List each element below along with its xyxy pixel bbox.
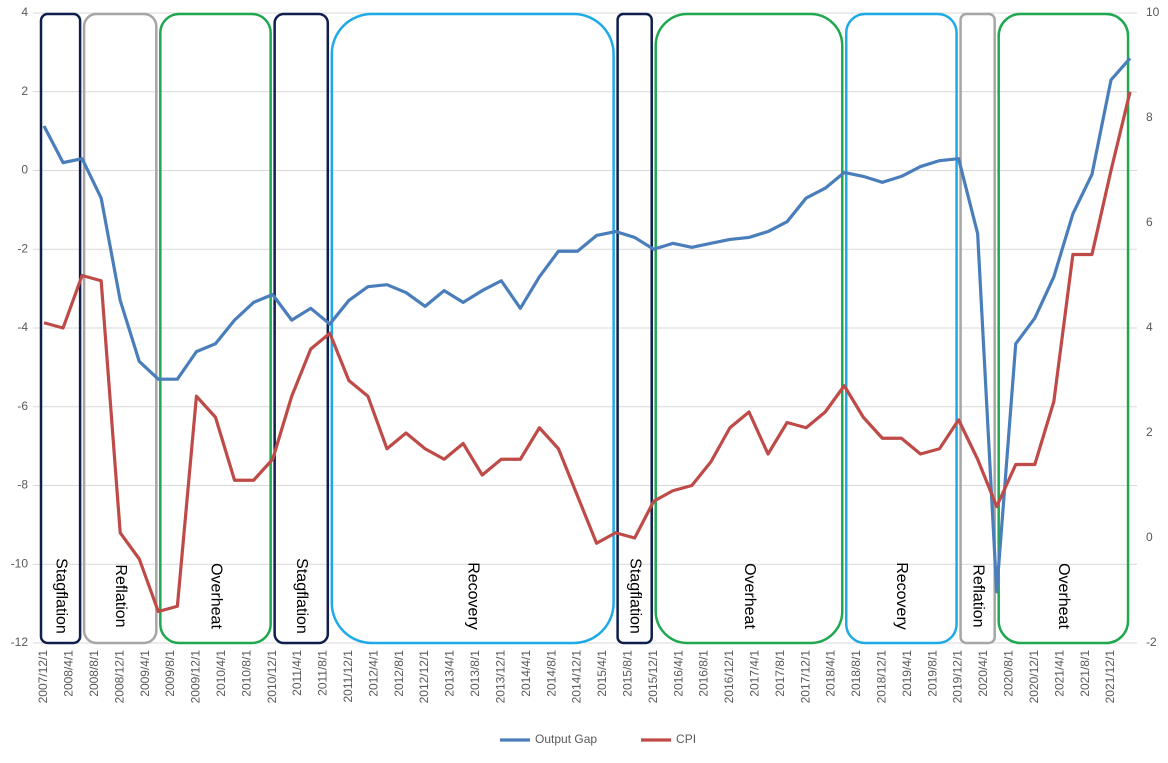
y-tick-label: -2 bbox=[17, 241, 28, 255]
x-tick-label: 2013/4/1 bbox=[443, 650, 457, 697]
x-tick-label: 2010/8/1 bbox=[239, 650, 253, 697]
x-tick-label: 2009/12/1 bbox=[189, 650, 203, 704]
x-tick-label: 2009/4/1 bbox=[138, 650, 152, 697]
x-tick-label: 2018/4/1 bbox=[824, 650, 838, 697]
x-tick-label: 2012/8/1 bbox=[392, 650, 406, 697]
x-tick-label: 2016/12/1 bbox=[722, 650, 736, 704]
x-tick-label: 2021/8/1 bbox=[1078, 650, 1092, 697]
regime-box bbox=[654, 12, 844, 645]
y-tick-label: 0 bbox=[21, 163, 28, 177]
x-tick-label: 2020/12/1 bbox=[1027, 650, 1041, 704]
x-tick-label: 2018/8/1 bbox=[849, 650, 863, 697]
y-tick-label: -4 bbox=[17, 320, 28, 334]
regime-label: Overheat bbox=[741, 563, 758, 629]
legend-label: CPI bbox=[676, 732, 696, 746]
x-tick-label: 2019/4/1 bbox=[900, 650, 914, 697]
x-tick-label: 2012/4/1 bbox=[366, 650, 380, 697]
y-tick-label: -6 bbox=[17, 399, 28, 413]
x-tick-label: 2013/8/1 bbox=[468, 650, 482, 697]
x-tick-label: 2019/8/1 bbox=[925, 650, 939, 697]
regime-box bbox=[845, 12, 958, 645]
x-tick-label: 2011/12/1 bbox=[341, 650, 355, 703]
x-tick-label: 2021/4/1 bbox=[1052, 650, 1066, 697]
x-tick-label: 2016/8/1 bbox=[697, 650, 711, 697]
regime-box bbox=[82, 12, 158, 645]
x-tick-label: 2017/4/1 bbox=[748, 650, 762, 697]
x-tick-label: 2008/4/1 bbox=[62, 650, 76, 697]
regime-label: Stagflation bbox=[52, 558, 69, 634]
x-tick-label: 2014/8/1 bbox=[544, 650, 558, 697]
y-tick-label: -8 bbox=[17, 478, 28, 492]
x-tick-label: 2020/4/1 bbox=[976, 650, 990, 697]
x-tick-label: 2015/4/1 bbox=[595, 650, 609, 697]
regime-box bbox=[330, 12, 615, 645]
x-tick-label: 2015/12/1 bbox=[646, 650, 660, 704]
x-tick-label: 2017/12/1 bbox=[798, 650, 812, 704]
y2-tick-label: 0 bbox=[1146, 530, 1153, 544]
y-tick-label: -12 bbox=[11, 635, 29, 649]
regime-label: Recovery bbox=[464, 562, 481, 630]
x-tick-label: 2014/4/1 bbox=[519, 650, 533, 697]
y2-tick-label: -2 bbox=[1146, 635, 1157, 649]
x-tick-label: 2021/12/1 bbox=[1103, 650, 1117, 704]
regime-label: Overheat bbox=[1055, 563, 1072, 629]
y2-tick-label: 4 bbox=[1146, 320, 1153, 334]
x-tick-label: 2008/12/1 bbox=[112, 650, 126, 704]
x-tick-label: 2019/12/1 bbox=[951, 650, 965, 704]
x-tick-label: 2011/4/1 bbox=[290, 650, 304, 696]
regime-label: Recovery bbox=[893, 562, 910, 630]
regime-box bbox=[159, 12, 272, 645]
x-tick-label: 2018/12/1 bbox=[875, 650, 889, 704]
regime-box bbox=[616, 12, 653, 645]
x-tick-label: 2007/12/1 bbox=[36, 650, 50, 704]
x-tick-label: 2020/8/1 bbox=[1002, 650, 1016, 697]
x-tick-label: 2012/12/1 bbox=[417, 650, 431, 704]
x-tick-label: 2015/8/1 bbox=[620, 650, 634, 697]
regime-box bbox=[273, 12, 330, 645]
regime-label: Reflation bbox=[969, 564, 986, 627]
series-line bbox=[43, 91, 1132, 614]
x-tick-label: 2010/4/1 bbox=[214, 650, 228, 697]
x-tick-label: 2011/8/1 bbox=[316, 650, 330, 696]
y2-tick-label: 2 bbox=[1146, 425, 1153, 439]
y2-tick-label: 8 bbox=[1146, 110, 1153, 124]
regime-label: Reflation bbox=[112, 564, 129, 627]
regime-label: Stagflation bbox=[293, 558, 310, 634]
y2-tick-label: 10 bbox=[1146, 5, 1160, 19]
x-tick-label: 2013/12/1 bbox=[493, 650, 507, 704]
regime-box bbox=[959, 12, 996, 645]
x-tick-label: 2008/8/1 bbox=[87, 650, 101, 697]
x-tick-label: 2017/8/1 bbox=[773, 650, 787, 697]
regime-label: Overheat bbox=[207, 563, 224, 629]
regime-label: Stagflation bbox=[626, 558, 643, 634]
x-tick-label: 2014/12/1 bbox=[570, 650, 584, 704]
series-line bbox=[42, 57, 1132, 594]
legend-label: Output Gap bbox=[535, 732, 597, 746]
y-tick-label: 4 bbox=[21, 5, 28, 19]
x-tick-label: 2010/12/1 bbox=[265, 650, 279, 704]
x-tick-label: 2009/8/1 bbox=[163, 650, 177, 697]
x-tick-label: 2016/4/1 bbox=[671, 650, 685, 697]
regime-box bbox=[39, 12, 82, 645]
y2-tick-label: 6 bbox=[1146, 215, 1153, 229]
y-tick-label: 2 bbox=[21, 84, 28, 98]
y-tick-label: -10 bbox=[11, 556, 29, 570]
regime-box bbox=[997, 12, 1130, 645]
